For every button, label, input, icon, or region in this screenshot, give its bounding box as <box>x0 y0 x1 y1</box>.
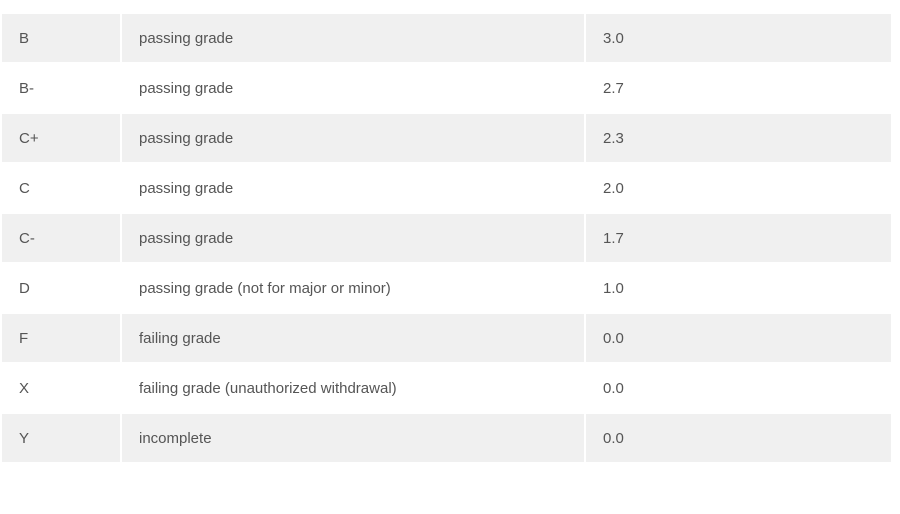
grade-cell: B <box>0 12 122 64</box>
description-cell: passing grade <box>120 162 586 214</box>
grade-cell <box>0 0 122 14</box>
grade-cell: D <box>0 262 122 314</box>
description-cell: passing grade <box>120 12 586 64</box>
points-cell <box>584 462 893 514</box>
points-cell: 0.0 <box>584 312 893 364</box>
description-cell: incomplete <box>120 412 586 464</box>
description-cell: failing grade (unauthorized withdrawal) <box>120 362 586 414</box>
description-cell: passing grade <box>120 62 586 114</box>
grade-cell: C- <box>0 212 122 264</box>
grade-cell: X <box>0 362 122 414</box>
description-cell: passing grade <box>120 212 586 264</box>
grade-cell: Y <box>0 412 122 464</box>
points-cell: 2.7 <box>584 62 893 114</box>
description-cell: failing grade <box>120 312 586 364</box>
points-cell: 3.0 <box>584 12 893 64</box>
grade-cell: F <box>0 312 122 364</box>
grade-cell: C <box>0 162 122 214</box>
points-cell: 2.0 <box>584 162 893 214</box>
grade-cell: C+ <box>0 112 122 164</box>
grade-cell <box>0 462 122 514</box>
points-cell: 0.0 <box>584 412 893 464</box>
table-row <box>0 0 893 14</box>
points-cell: 1.0 <box>584 262 893 314</box>
description-cell <box>120 0 586 14</box>
points-cell: 2.3 <box>584 112 893 164</box>
table-row: B-passing grade 2.7 <box>0 62 893 114</box>
grade-cell: B- <box>0 62 122 114</box>
points-cell: 1.7 <box>584 212 893 264</box>
table-row: C-passing grade 1.7 <box>0 212 893 264</box>
points-cell <box>584 0 893 14</box>
points-cell: 0.0 <box>584 362 893 414</box>
table-row: C+ passing grade 2.3 <box>0 112 893 164</box>
description-cell: passing grade (not for major or minor) <box>120 262 586 314</box>
description-cell: passing grade <box>120 112 586 164</box>
